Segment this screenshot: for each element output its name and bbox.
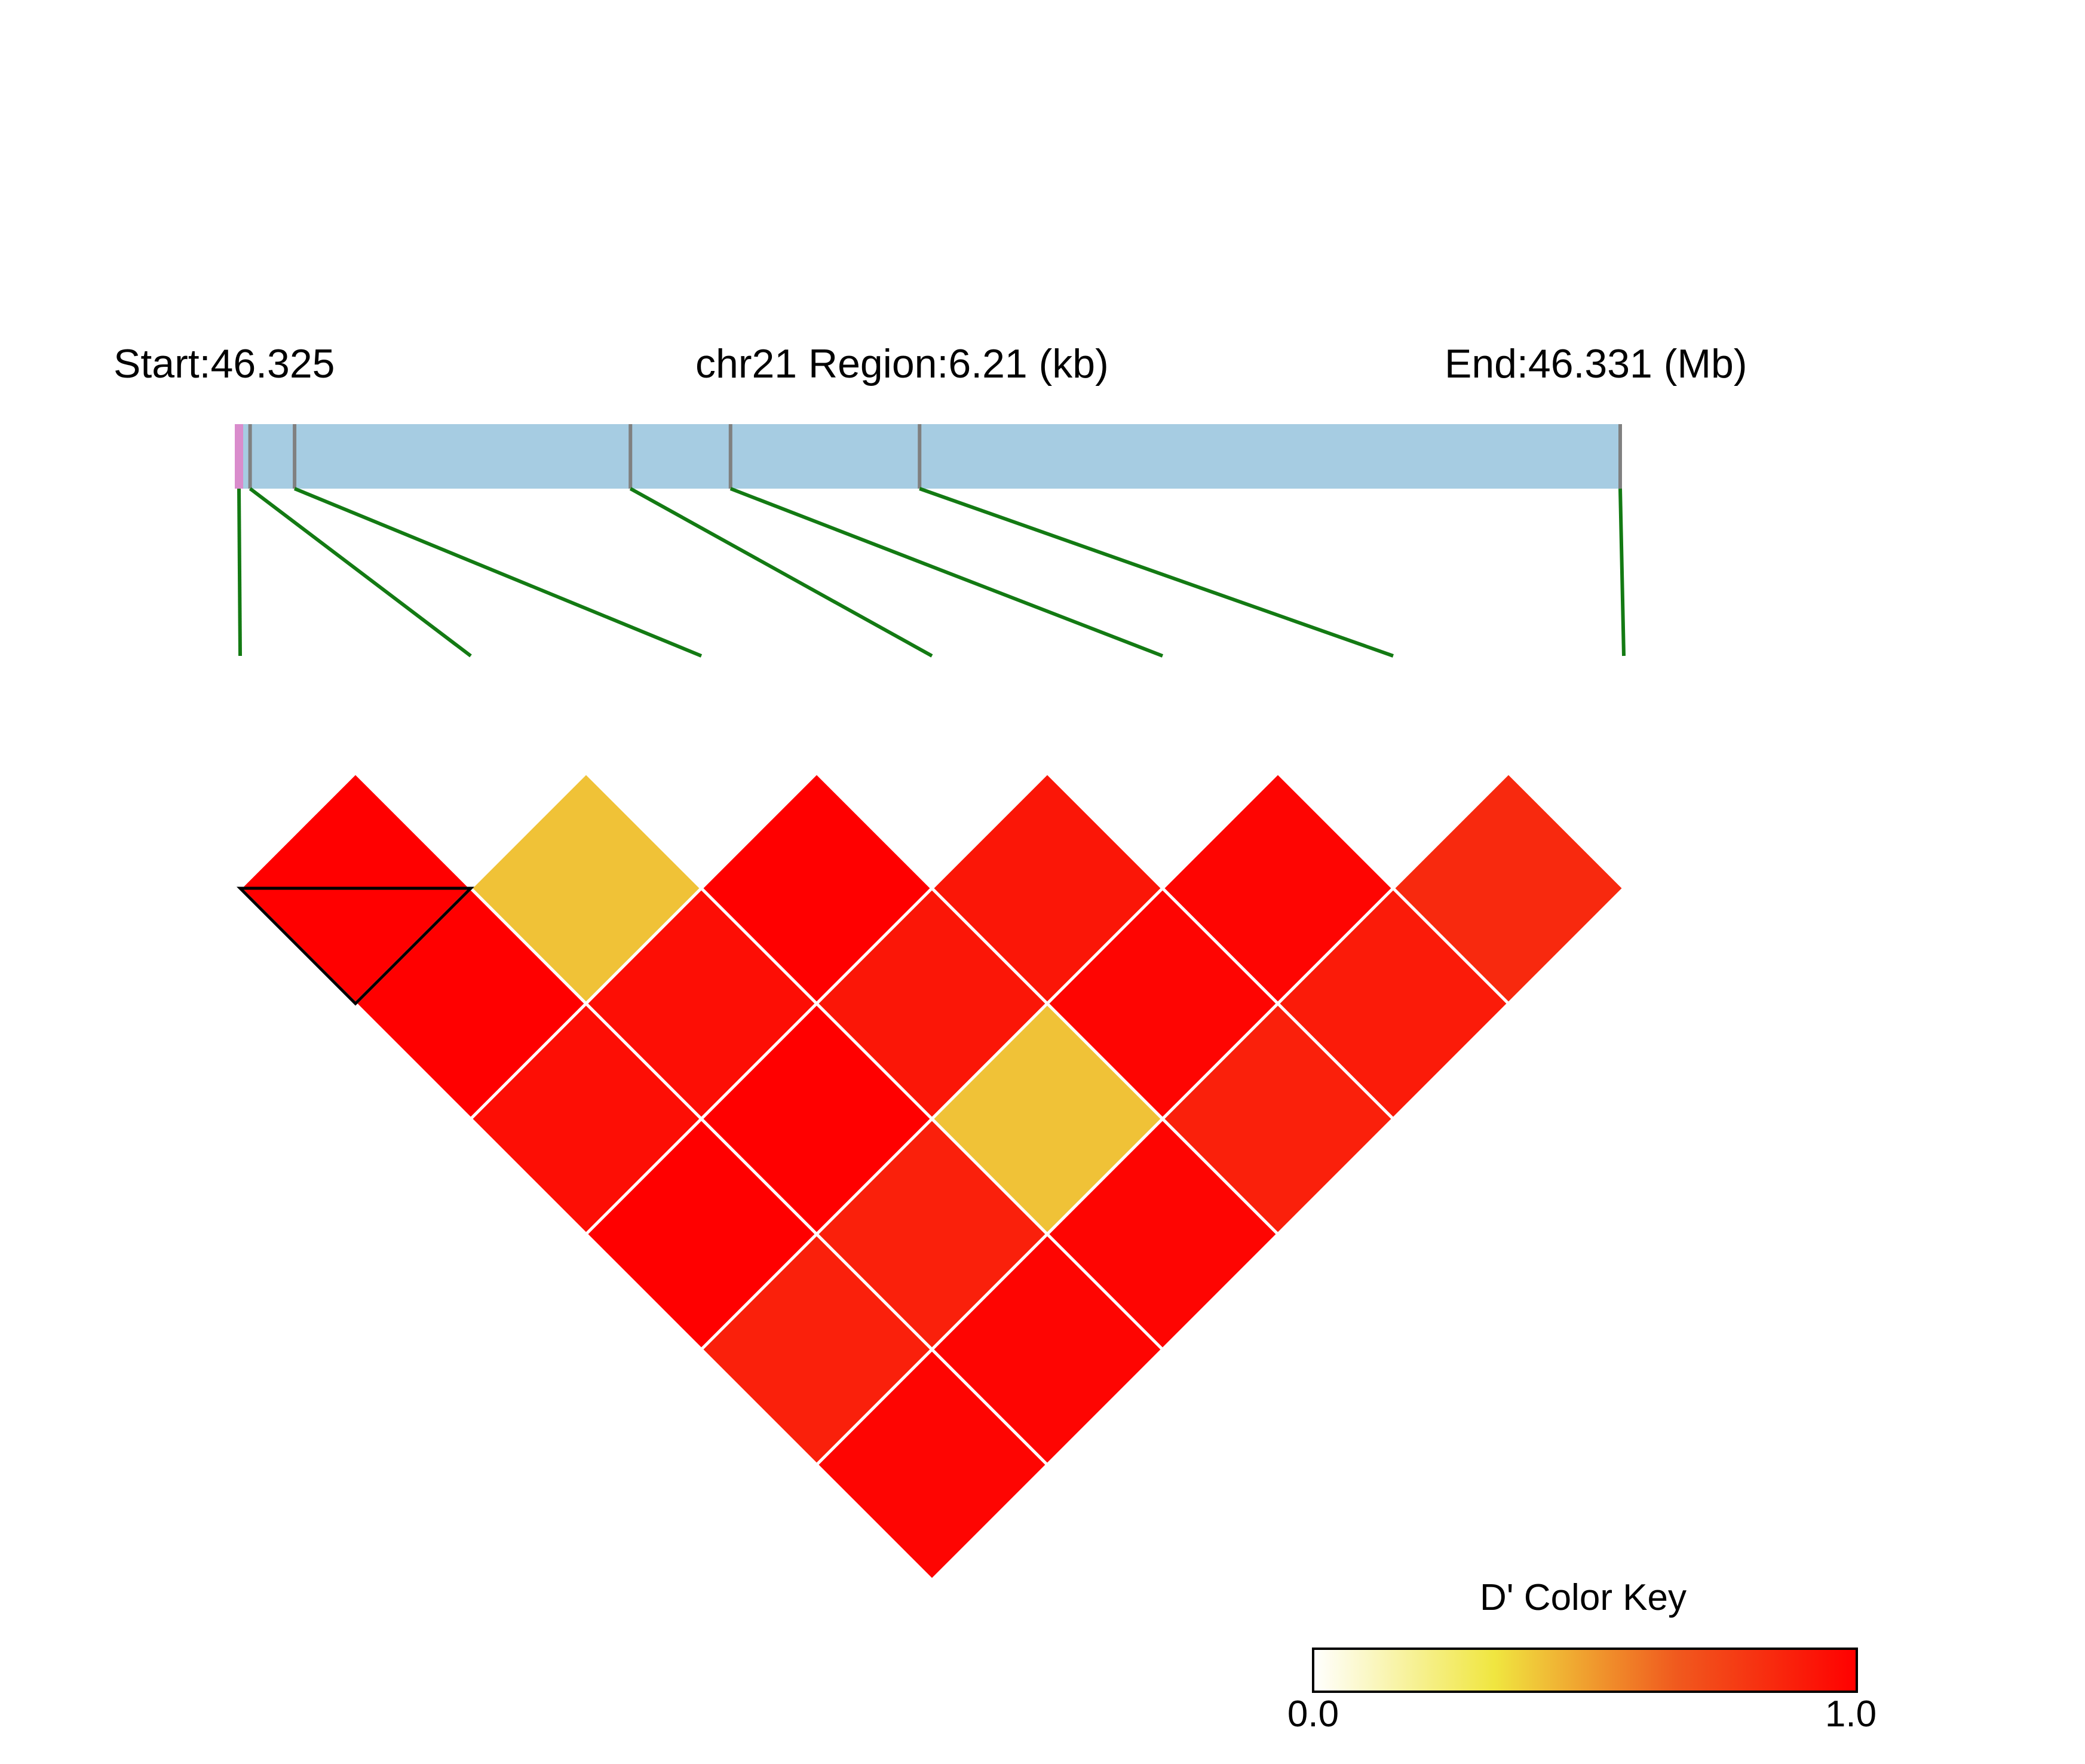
- region-header: Start:46.325 chr21 Region:6.21 (kb) End:…: [114, 341, 1747, 386]
- snp-connector-line: [629, 487, 933, 658]
- ld-triangle: [238, 771, 1626, 1582]
- snp-connector-line: [249, 487, 472, 658]
- region-track: [235, 424, 1622, 489]
- start-label: Start:46.325: [114, 341, 335, 386]
- snp-connector-line: [293, 487, 703, 658]
- snp-ticks: [235, 424, 1622, 489]
- color-key-title: D' Color Key: [1480, 1577, 1687, 1618]
- d-prime-color-key: D' Color Key 0.0 1.0: [1287, 1577, 1876, 1735]
- snp-connector-line: [237, 488, 242, 656]
- end-label: End:46.331 (Mb): [1445, 341, 1747, 386]
- snp-connector-line: [1618, 488, 1626, 656]
- color-key-min-label: 0.0: [1287, 1694, 1339, 1735]
- ld-cell: [1391, 771, 1626, 1006]
- color-key-max-label: 1.0: [1825, 1694, 1876, 1735]
- region-bar: [239, 424, 1620, 489]
- snp-connector-lines: [237, 487, 1626, 658]
- haplotype-block-outline: [236, 886, 475, 1006]
- snp-connector-line: [729, 487, 1164, 658]
- snp-connector-line: [919, 487, 1394, 658]
- color-key-bar: [1312, 1648, 1858, 1693]
- region-label: chr21 Region:6.21 (kb): [695, 341, 1109, 386]
